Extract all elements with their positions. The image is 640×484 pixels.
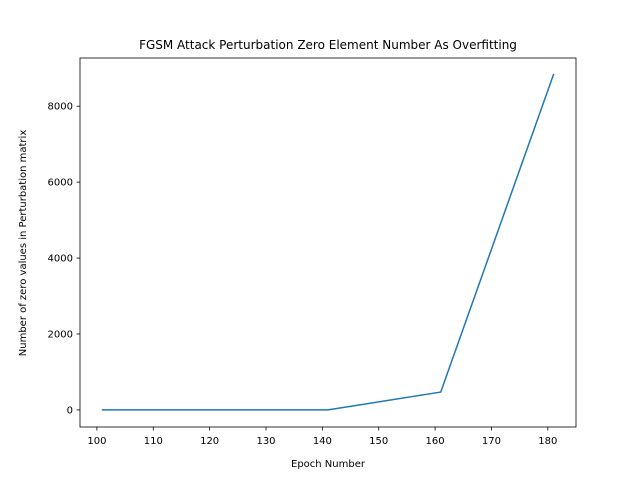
axes-frame bbox=[79, 57, 577, 428]
y-tick-label: 4000 bbox=[48, 254, 73, 265]
y-tick-label: 8000 bbox=[48, 102, 73, 113]
x-tick-label: 170 bbox=[482, 436, 501, 447]
x-tick-label: 150 bbox=[369, 436, 388, 447]
x-tick-label: 100 bbox=[87, 436, 106, 447]
x-tick-label: 110 bbox=[144, 436, 163, 447]
x-tick-label: 160 bbox=[426, 436, 445, 447]
plot-area: 100 110 120 130 140 150 160 170 180 0 2000 4000 6000… bbox=[48, 57, 577, 447]
x-tick-label: 140 bbox=[313, 436, 332, 447]
x-tick-label: 120 bbox=[200, 436, 219, 447]
y-tick-label: 2000 bbox=[48, 329, 73, 340]
x-tick-label: 130 bbox=[256, 436, 275, 447]
series-line-0 bbox=[101, 73, 555, 411]
chart-title: FGSM Attack Perturbation Zero Element Nu… bbox=[139, 38, 517, 52]
y-axis-label: Number of zero values in Perturbation ma… bbox=[18, 130, 29, 357]
y-tick-label: 0 bbox=[67, 405, 73, 416]
y-tick-label: 6000 bbox=[48, 178, 73, 189]
x-tick-label: 180 bbox=[538, 436, 557, 447]
x-axis-label: Epoch Number bbox=[291, 459, 366, 470]
